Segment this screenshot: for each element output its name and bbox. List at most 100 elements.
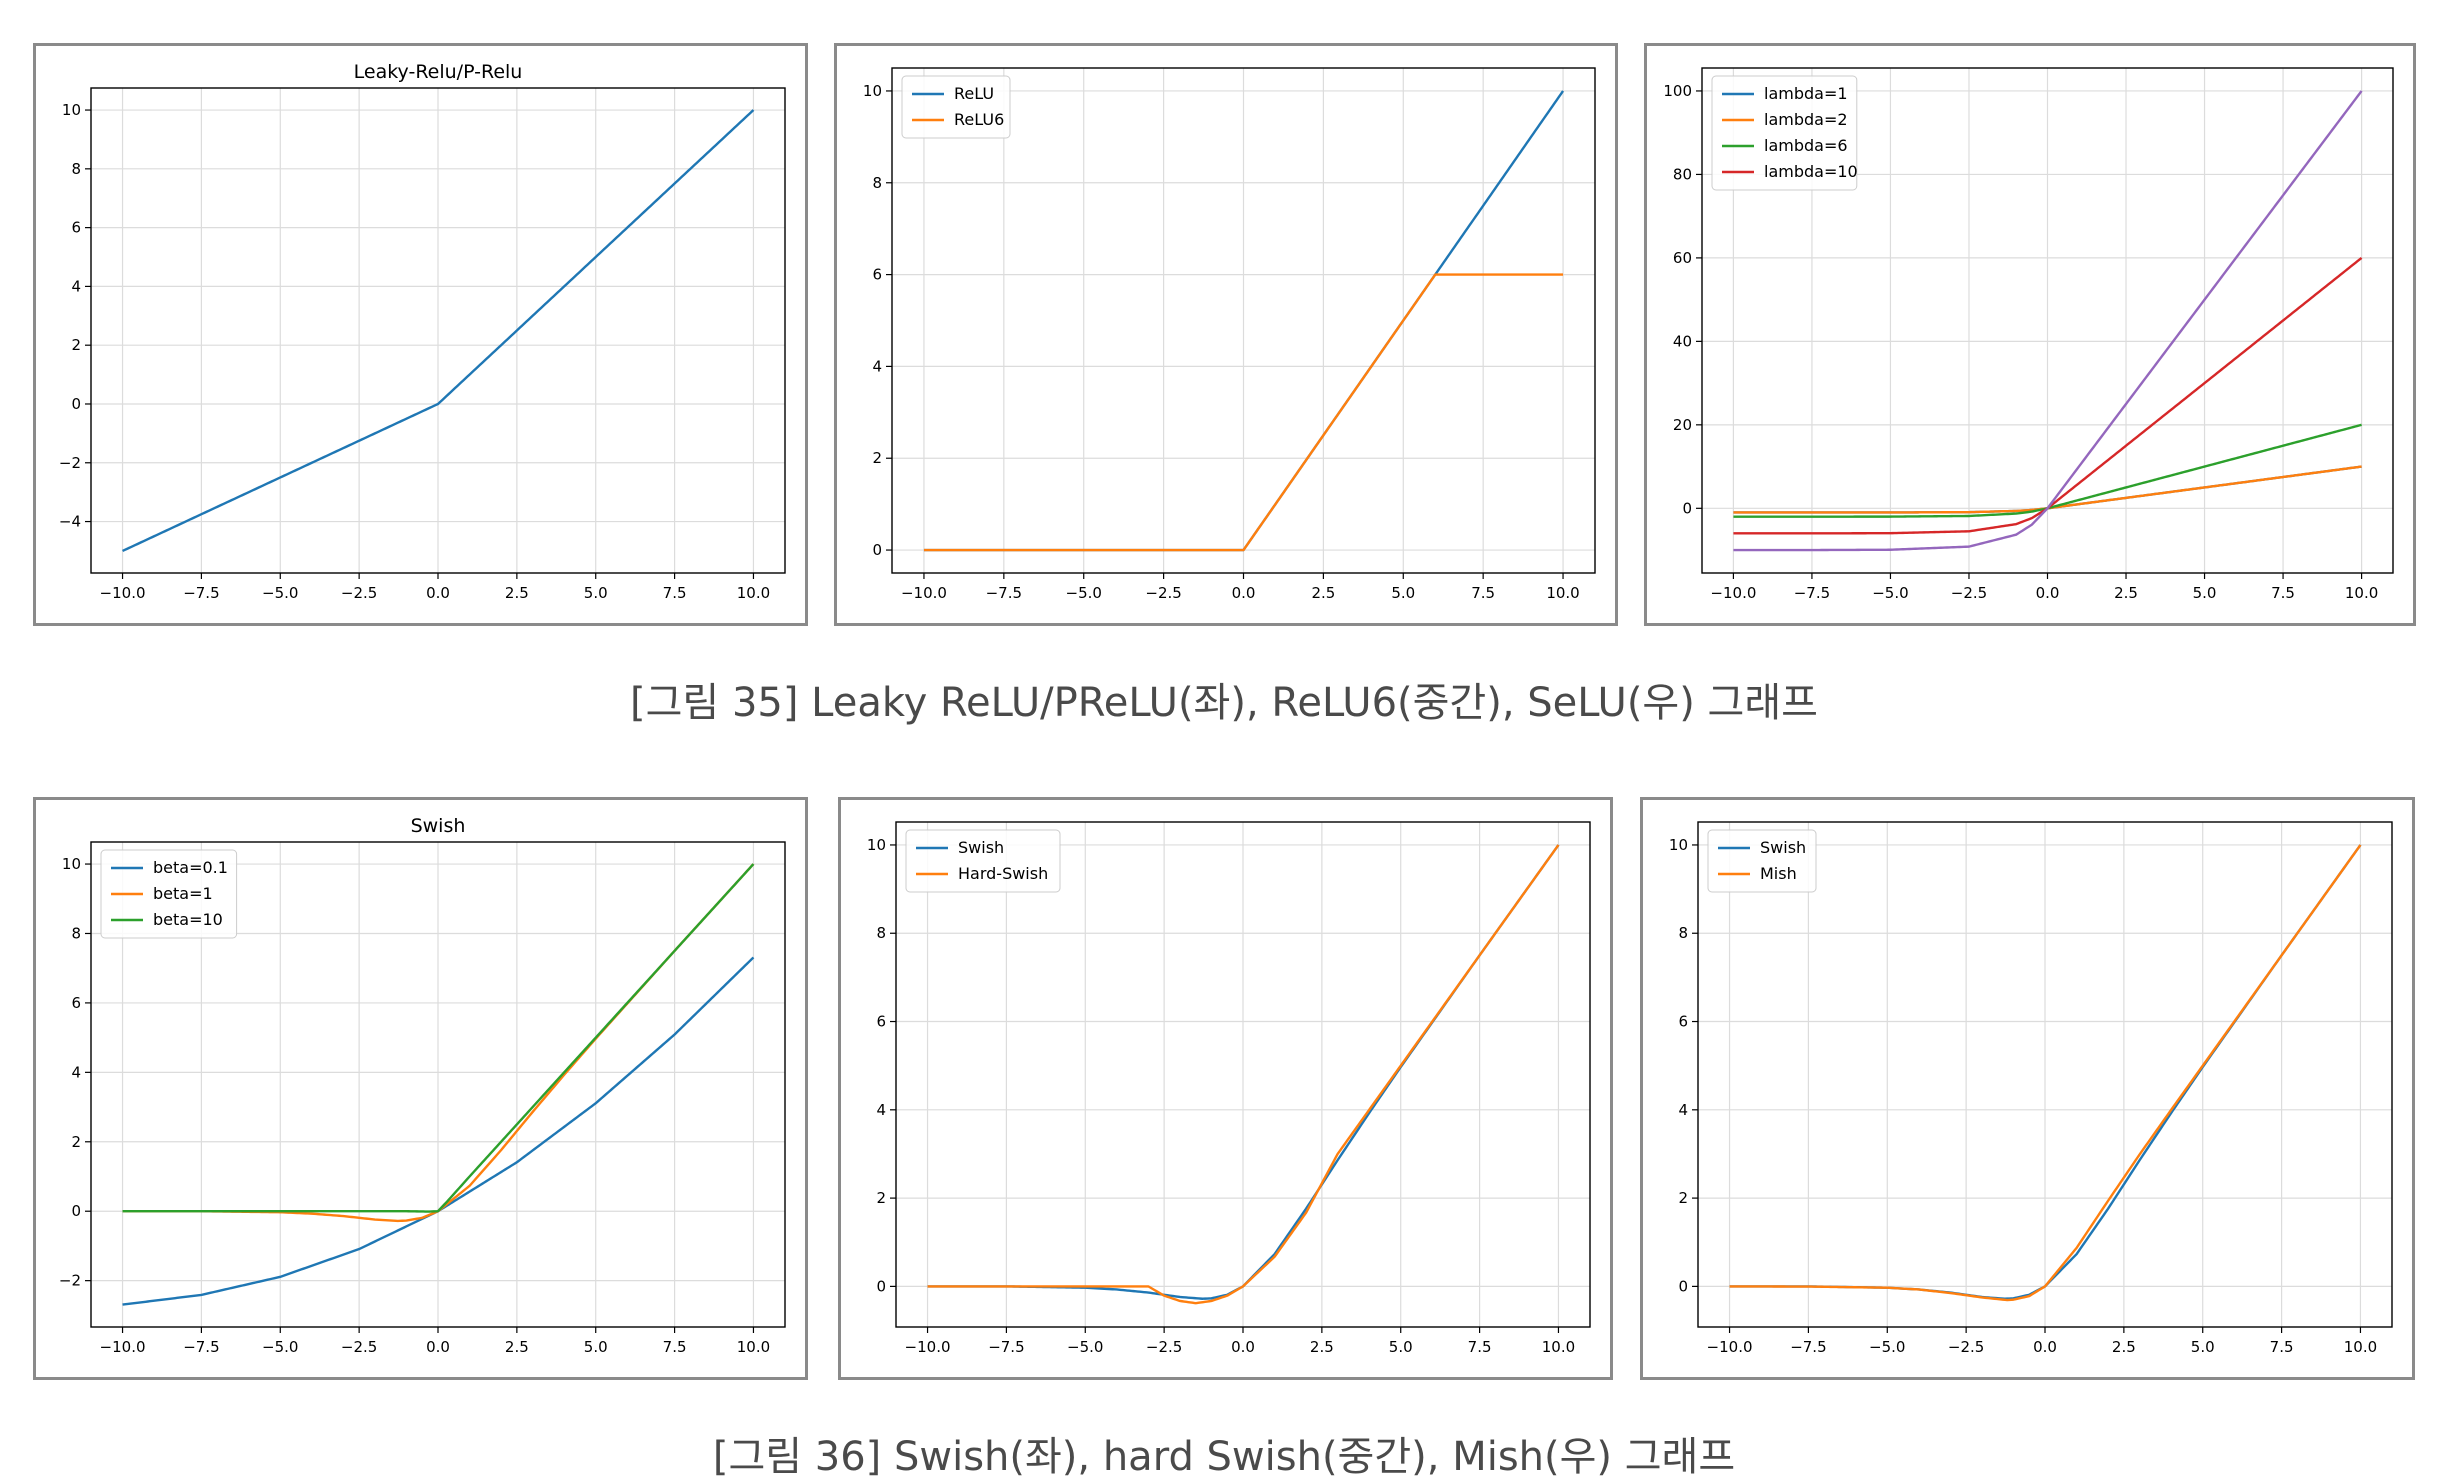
y-tick-label: 10 <box>62 855 81 873</box>
chart-panel-selu: −10.0 −7.5 −5.0 −2.5 0.0 2.5 5.0 7.5 10.0 0 20 40 60… <box>1644 43 2416 626</box>
y-tick-label: 4 <box>71 277 81 295</box>
plot-frame <box>895 821 1591 1328</box>
x-tick-label: −10.0 <box>905 1338 951 1356</box>
legend-label: lambda=6 <box>1764 136 1848 155</box>
x-tick-label: 7.5 <box>2271 584 2295 602</box>
y-tick-label: 8 <box>876 924 886 942</box>
x-tick-label: 5.0 <box>1391 584 1415 602</box>
x-tick-label: 5.0 <box>2193 584 2217 602</box>
x-tick-label: 0.0 <box>426 584 450 602</box>
x-tick-label: −10.0 <box>100 1338 146 1356</box>
x-tick-label: 0.0 <box>426 1338 450 1356</box>
legend: ReLU ReLU6 <box>901 75 1011 139</box>
x-tick-label: −5.0 <box>262 1338 298 1356</box>
y-tick-label: −4 <box>59 513 81 531</box>
grid <box>896 822 1590 1327</box>
y-tick-label: 10 <box>863 82 882 100</box>
y-tick-label: 8 <box>872 174 882 192</box>
legend-label: Swish <box>1760 838 1806 857</box>
x-tick-label: 5.0 <box>584 584 608 602</box>
legend-label: Swish <box>958 838 1004 857</box>
legend-label: lambda=1 <box>1764 84 1848 103</box>
series-group <box>927 844 1560 1305</box>
y-tick-label: 0 <box>71 395 81 413</box>
y-tick-label: 4 <box>872 357 882 375</box>
y-tick-label: 40 <box>1673 332 1692 350</box>
plot-frame <box>90 87 786 574</box>
x-tick-label: −10.0 <box>100 584 146 602</box>
y-tick-label: 2 <box>71 1133 81 1151</box>
figure-35-caption: [그림 35] Leaky ReLU/PReLU(좌), ReLU6(중간), … <box>630 680 1818 726</box>
y-tick-label: 8 <box>71 160 81 178</box>
x-tick-label: 2.5 <box>505 1338 529 1356</box>
x-tick-label: 7.5 <box>2270 1338 2294 1356</box>
y-tick-label: 0 <box>1678 1277 1688 1295</box>
y-tick-label: 60 <box>1673 249 1692 267</box>
y-tick-label: 10 <box>867 836 886 854</box>
legend: Swish Hard-Swish <box>905 829 1061 893</box>
series-line-1 <box>1729 844 2362 1302</box>
y-tick-label: 0 <box>872 541 882 559</box>
series-group <box>122 109 755 553</box>
legend-label: ReLU6 <box>954 110 1004 129</box>
y-tick-label: 8 <box>71 924 81 942</box>
series-group <box>122 863 755 1306</box>
x-tick-label: 7.5 <box>663 1338 687 1356</box>
legend-box <box>905 829 1061 893</box>
x-tick-label: 10.0 <box>2344 1338 2377 1356</box>
y-tick-label: 2 <box>71 336 81 354</box>
x-tick-label: 0.0 <box>2036 584 2060 602</box>
y-tick-label: 80 <box>1673 165 1692 183</box>
x-tick-label: −7.5 <box>988 1338 1024 1356</box>
grid <box>892 68 1595 573</box>
y-tick-label: 2 <box>876 1189 886 1207</box>
y-tick-label: 20 <box>1673 416 1692 434</box>
x-tick-label: 5.0 <box>584 1338 608 1356</box>
x-tick-label: −7.5 <box>986 584 1022 602</box>
x-tick-label: −2.5 <box>1951 584 1987 602</box>
legend-box <box>1707 829 1817 893</box>
legend: beta=0.1 beta=1 beta=10 <box>100 849 238 939</box>
y-tick-label: 2 <box>1678 1189 1688 1207</box>
series-line-4 <box>1733 90 2363 552</box>
y-tick-label: 6 <box>876 1013 886 1031</box>
x-tick-label: −2.5 <box>1948 1338 1984 1356</box>
y-tick-label: 6 <box>71 994 81 1012</box>
y-tick-label: 0 <box>1682 499 1692 517</box>
chart-hard-swish: −10.0 −7.5 −5.0 −2.5 0.0 2.5 5.0 7.5 10.0 0 2 4 6 8 10… <box>867 821 1591 1356</box>
y-tick-label: 6 <box>1678 1013 1688 1031</box>
chart-relu6: −10.0 −7.5 −5.0 −2.5 0.0 2.5 5.0 7.5 10.0 0 2 4 6 8 10… <box>863 67 1596 602</box>
y-tick-label: 6 <box>872 266 882 284</box>
x-tick-label: −2.5 <box>1145 584 1181 602</box>
plot-frame <box>1701 67 2394 574</box>
legend: lambda=1 lambda=2 lambda=6 lambda=10 <box>1711 75 1858 191</box>
chart-panel-hard-swish: −10.0 −7.5 −5.0 −2.5 0.0 2.5 5.0 7.5 10.0 0 2 4 6 8 10… <box>838 797 1613 1380</box>
x-tick-label: 10.0 <box>737 584 770 602</box>
y-tick-label: −2 <box>59 454 81 472</box>
chart-leaky-relu: Leaky-Relu/P-Relu −10.0 −7.5 −5.0 −2.5 0.0 2.5… <box>59 61 786 602</box>
x-tick-label: −5.0 <box>1872 584 1908 602</box>
x-tick-label: −10.0 <box>1710 584 1756 602</box>
x-tick-label: −5.0 <box>1066 584 1102 602</box>
x-tick-label: −10.0 <box>1707 1338 1753 1356</box>
chart-panel-relu6: −10.0 −7.5 −5.0 −2.5 0.0 2.5 5.0 7.5 10.0 0 2 4 6 8 10… <box>834 43 1618 626</box>
legend-label: ReLU <box>954 84 994 103</box>
grid <box>91 88 785 573</box>
chart-panel-swish: Swish −10.0 −7.5 −5.0 −2.5 0.0 2.5 5.0 7.5 10.0 −2… <box>33 797 808 1380</box>
x-tick-label: 10.0 <box>1546 584 1579 602</box>
series-group <box>1729 844 2362 1302</box>
y-tick-label: 2 <box>872 449 882 467</box>
x-tick-label: 10.0 <box>1542 1338 1575 1356</box>
x-tick-label: −2.5 <box>341 584 377 602</box>
legend-label: beta=10 <box>153 910 223 929</box>
x-tick-label: 10.0 <box>737 1338 770 1356</box>
series-group <box>1733 90 2363 552</box>
legend: Swish Mish <box>1707 829 1817 893</box>
y-tick-label: 0 <box>71 1202 81 1220</box>
legend-label: Hard-Swish <box>958 864 1048 883</box>
series-line-2 <box>122 863 755 1213</box>
y-tick-label: 4 <box>1678 1101 1688 1119</box>
y-tick-label: 6 <box>71 219 81 237</box>
x-tick-label: −5.0 <box>1869 1338 1905 1356</box>
series-line-0 <box>122 109 755 553</box>
